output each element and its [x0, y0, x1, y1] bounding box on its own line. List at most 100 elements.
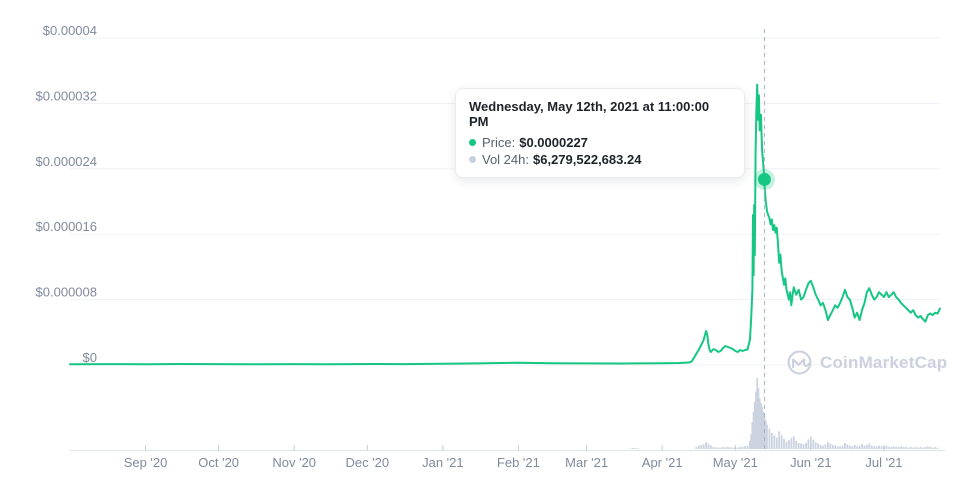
volume-bar [634, 448, 637, 449]
volume-bar [746, 445, 749, 449]
volume-bar [924, 446, 927, 449]
volume-bar [775, 437, 778, 449]
volume-bar [749, 440, 751, 449]
volume-bar [861, 444, 863, 449]
volume-bar [846, 444, 849, 449]
volume-bar [875, 446, 878, 449]
x-axis-label: Jun '21 [790, 455, 832, 470]
volume-bar [755, 391, 757, 449]
x-axis-label: Dec '20 [345, 455, 389, 470]
volume-bar [731, 447, 734, 449]
volume-bar [788, 440, 790, 449]
volume-bar [805, 442, 807, 449]
volume-bar [807, 439, 810, 449]
x-axis-label: Apr '21 [642, 455, 683, 470]
volume-bar [853, 444, 856, 449]
volume-bar [831, 444, 834, 449]
volume-series-dot-icon [469, 156, 476, 163]
volume-bar [809, 436, 812, 449]
x-axis-label: Sep '20 [124, 455, 168, 470]
y-axis-label: $0.000032 [36, 88, 97, 103]
volume-bar [729, 447, 732, 449]
volume-bar [750, 434, 753, 449]
volume-bar [826, 442, 829, 449]
volume-bar [839, 446, 841, 449]
volume-bar [724, 447, 727, 449]
volume-bar [797, 442, 800, 449]
watermark-text: CoinMarketCap [820, 352, 948, 372]
volume-bar [936, 447, 939, 449]
volume-bar [902, 446, 905, 449]
volume-bar [719, 447, 722, 449]
volume-bar [762, 411, 765, 449]
volume-bar [753, 401, 756, 449]
volume-bar [895, 446, 898, 449]
volume-bar [790, 438, 793, 449]
volume-bar [697, 445, 700, 449]
tooltip-volume-value: $6,279,522,683.24 [533, 152, 642, 167]
volume-bar [900, 446, 902, 449]
volume-bar [636, 448, 639, 449]
volume-bar [870, 445, 873, 449]
chart-tooltip: Wednesday, May 12th, 2021 at 11:00:00 PM… [455, 88, 745, 178]
x-axis-label: May '21 [713, 455, 758, 470]
y-axis-label: $0.000024 [36, 154, 97, 169]
volume-bar [890, 446, 893, 449]
volume-bar [770, 432, 773, 449]
coinmarketcap-logo-icon [787, 350, 812, 375]
volume-bar [897, 446, 900, 449]
volume-bar [836, 446, 839, 449]
volume-bar [868, 443, 871, 449]
volume-bar [707, 443, 710, 449]
volume-bar [817, 443, 820, 449]
price-line [69, 83, 941, 366]
x-axis-label: Jan '21 [422, 455, 464, 470]
volume-bar [863, 445, 866, 449]
volume-bar [632, 447, 634, 449]
volume-bar [851, 446, 854, 449]
volume-bar [856, 446, 859, 449]
volume-bar [929, 446, 932, 449]
volume-bar [757, 388, 760, 449]
volume-bar [934, 446, 937, 449]
x-axis-label: Oct '20 [198, 455, 239, 470]
x-axis-label: Nov '20 [272, 455, 316, 470]
tooltip-volume-row: Vol 24h: $6,279,522,683.24 [469, 151, 731, 168]
volume-bar [865, 444, 868, 449]
volume-bar [907, 447, 910, 449]
volume-bar [914, 446, 917, 449]
x-axis-label: Feb '21 [497, 455, 540, 470]
volume-bar [705, 442, 707, 449]
volume-bar [878, 445, 880, 449]
volume-bar [783, 438, 785, 449]
volume-bar [710, 445, 712, 449]
volume-bar [778, 431, 781, 449]
volume-bar [814, 442, 817, 449]
volume-bar [819, 444, 822, 449]
volume-bar [909, 446, 912, 449]
volume-bar [812, 439, 815, 449]
tooltip-title: Wednesday, May 12th, 2021 at 11:00:00 PM [469, 99, 710, 129]
coinmarketcap-watermark: CoinMarketCap [786, 349, 947, 376]
volume-bar [802, 444, 805, 449]
volume-bar [824, 444, 827, 449]
volume-bar [714, 447, 717, 449]
volume-bar [702, 444, 705, 449]
volume-bar [848, 445, 851, 449]
volume-bar [834, 445, 837, 449]
volume-bar [792, 436, 795, 449]
volume-bar [917, 447, 919, 449]
y-axis-label: $0.000016 [36, 219, 97, 234]
tooltip-price-value: $0.0000227 [519, 135, 588, 150]
volume-bar [758, 398, 761, 449]
volume-bar [768, 428, 771, 449]
volume-bar [759, 403, 762, 449]
volume-bar [712, 446, 715, 449]
volume-bar [741, 446, 744, 449]
volume-bar [931, 447, 934, 449]
marker-dot [757, 172, 771, 186]
volume-bar [761, 406, 764, 449]
volume-bar [841, 445, 844, 449]
